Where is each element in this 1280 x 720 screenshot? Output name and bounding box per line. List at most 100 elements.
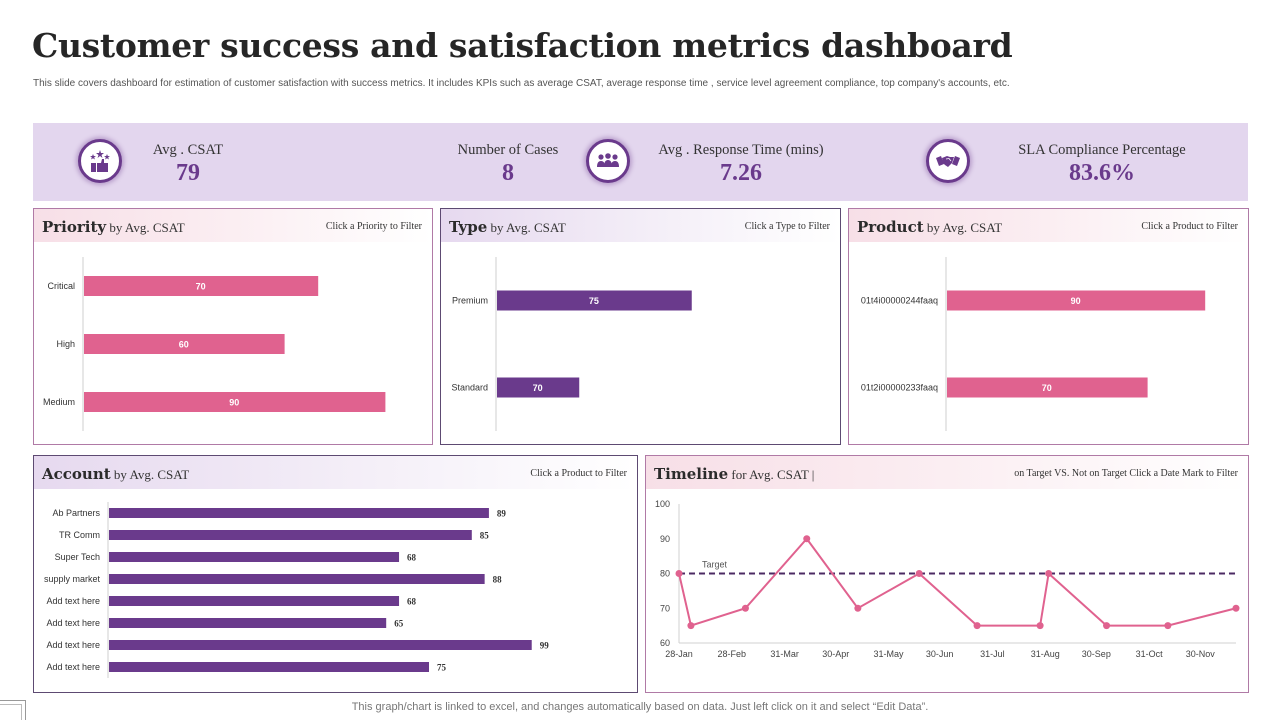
handshake-icon <box>926 139 970 183</box>
panel-title-rest: by Avg. CSAT <box>106 220 185 235</box>
data-point[interactable] <box>1232 604 1240 612</box>
y-tick-label: 80 <box>660 569 670 579</box>
target-label: Target <box>702 560 728 570</box>
bar[interactable] <box>947 290 1206 311</box>
data-point[interactable] <box>1036 622 1044 630</box>
corner-decoration <box>0 704 22 720</box>
kpi-value: 79 <box>176 160 200 186</box>
category-label: Medium <box>43 397 75 407</box>
value-label: 85 <box>480 531 490 541</box>
category-label: Ab Partners <box>52 508 100 518</box>
value-label: 90 <box>1071 296 1081 306</box>
bar[interactable] <box>109 552 400 562</box>
x-tick-label: 30-Apr <box>822 649 849 659</box>
timeline-chart[interactable]: 60 70 80 90 100 28-Jan 28-Feb 31-Mar 30-Apr 31-Ma… <box>646 456 1250 694</box>
corner-decoration <box>0 700 26 720</box>
category-label: 01t2i00000233faaq <box>861 383 938 393</box>
data-point[interactable] <box>803 535 811 543</box>
panel-title: Product by Avg. CSAT <box>857 218 1002 236</box>
x-tick-label: 31-Oct <box>1136 649 1164 659</box>
x-tick-label: 31-Jul <box>980 649 1005 659</box>
panel-header <box>34 209 432 242</box>
data-point[interactable] <box>741 604 749 612</box>
value-label: 70 <box>196 282 206 292</box>
data-point[interactable] <box>1164 622 1172 630</box>
category-label: Add text here <box>46 640 100 650</box>
timeline-panel: Timeline for Avg. CSAT | on Target VS. N… <box>645 455 1249 693</box>
priority-chart[interactable]: Critical 70 High 60 Medium 90 <box>34 209 434 446</box>
panel-title-bold: Timeline <box>654 465 729 483</box>
data-point[interactable] <box>1045 570 1053 577</box>
panel-title-bold: Product <box>857 218 924 236</box>
category-label: Add text here <box>46 662 100 672</box>
x-tick-label: 28-Feb <box>718 649 747 659</box>
filter-hint[interactable]: Click a Product to Filter <box>1141 221 1238 232</box>
kpi-avg-response-time: Avg . Response Time (mins) 7.26 <box>646 142 836 187</box>
bar[interactable] <box>109 530 472 540</box>
panel-title: Priority by Avg. CSAT <box>42 218 185 236</box>
panel-title: Type by Avg. CSAT <box>449 218 566 236</box>
people-group-icon <box>586 139 630 183</box>
bar[interactable] <box>947 377 1148 398</box>
kpi-sla-compliance: SLA Compliance Percentage 83.6% <box>1002 142 1202 187</box>
value-label: 89 <box>497 509 507 519</box>
filter-hint[interactable]: Click a Type to Filter <box>744 221 830 232</box>
category-label: Super Tech <box>55 552 100 562</box>
x-tick-label: 31-Aug <box>1031 649 1060 659</box>
bar[interactable] <box>497 290 692 311</box>
panel-title-rest: by Avg. CSAT <box>110 467 190 482</box>
bar[interactable] <box>109 662 429 672</box>
panel-title: Account by Avg. CSAT <box>42 465 189 483</box>
series-line <box>678 537 1237 627</box>
data-point[interactable] <box>854 604 862 612</box>
bar[interactable] <box>497 377 580 398</box>
filter-hint[interactable]: Click a Product to Filter <box>530 468 627 479</box>
bar[interactable] <box>109 596 400 606</box>
value-label: 65 <box>394 619 404 629</box>
bar[interactable] <box>109 574 485 584</box>
category-label: Add text here <box>46 618 100 628</box>
x-tick-label: 30-Nov <box>1186 649 1216 659</box>
value-label: 70 <box>1042 383 1052 393</box>
y-tick-label: 90 <box>660 534 670 544</box>
kpi-value: 8 <box>502 160 514 186</box>
category-label: Premium <box>452 296 488 306</box>
bar[interactable] <box>109 508 489 518</box>
type-panel: Type by Avg. CSAT Click a Type to Filter… <box>440 208 841 445</box>
value-label: 68 <box>407 553 417 563</box>
panel-title-bold: Account <box>42 465 111 483</box>
value-label: 70 <box>533 383 543 393</box>
panel-header <box>34 456 637 489</box>
bar[interactable] <box>84 334 285 354</box>
data-point[interactable] <box>687 622 695 630</box>
bar[interactable] <box>84 276 319 296</box>
data-point[interactable] <box>915 570 923 577</box>
bar[interactable] <box>109 640 532 650</box>
data-point[interactable] <box>973 622 981 630</box>
y-tick-label: 70 <box>660 603 670 613</box>
x-tick-label: 28-Jan <box>665 649 693 659</box>
bar[interactable] <box>109 618 387 628</box>
category-label: TR Comm <box>59 530 100 540</box>
panel-header <box>849 209 1248 242</box>
panel-title-rest: by Avg. CSAT <box>487 220 566 235</box>
value-label: 90 <box>229 398 239 408</box>
x-tick-label: 31-May <box>874 649 905 659</box>
panel-header <box>441 209 840 242</box>
filter-hint[interactable]: Click a Priority to Filter <box>325 221 422 232</box>
panel-title-bold: Type <box>449 218 488 236</box>
category-label: Add text here <box>46 596 100 606</box>
panel-title: Timeline for Avg. CSAT | <box>654 465 814 483</box>
value-label: 60 <box>179 340 189 350</box>
priority-panel: Priority by Avg. CSAT Click a Priority t… <box>33 208 433 445</box>
product-chart[interactable]: 01t4i00000244faaq 90 01t2i00000233faaq 70 <box>849 209 1250 446</box>
account-chart[interactable]: Ab Partners 89 TR Comm 85 Super Tech 68 supply… <box>34 456 639 694</box>
y-tick-label: 60 <box>660 638 670 648</box>
thumbs-up-stars-icon <box>78 139 122 183</box>
type-chart[interactable]: Premium 75 Standard 70 <box>441 209 842 446</box>
value-label: 75 <box>589 296 599 306</box>
filter-hint[interactable]: on Target VS. Not on Target Click a Date… <box>1014 468 1238 479</box>
data-point[interactable] <box>1103 622 1111 630</box>
bar[interactable] <box>84 392 386 412</box>
data-point[interactable] <box>675 570 683 577</box>
